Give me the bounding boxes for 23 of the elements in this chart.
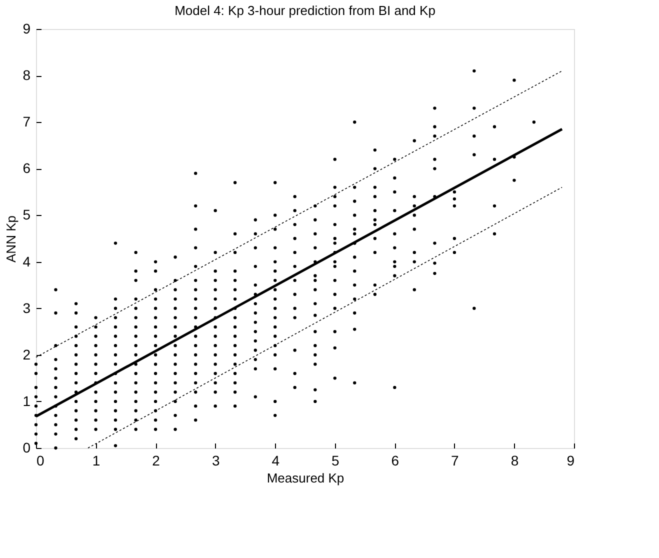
x-tick-label: 5 bbox=[331, 452, 340, 468]
y-tick-label: 0 bbox=[22, 440, 31, 456]
y-tick-label: 4 bbox=[22, 253, 31, 270]
x-tick-label: 0 bbox=[36, 452, 44, 468]
x-tick-label: 1 bbox=[92, 452, 100, 468]
x-tick-label: 8 bbox=[510, 452, 519, 468]
x-tick-label: 2 bbox=[152, 452, 160, 468]
chart-title: Model 4: Kp 3-hour prediction from BI and Kp bbox=[174, 3, 436, 18]
x-tick-label: 4 bbox=[272, 452, 280, 468]
y-tick-label: 5 bbox=[22, 206, 31, 223]
y-tick-label: 3 bbox=[22, 300, 31, 316]
x-tick-label: 6 bbox=[391, 452, 400, 468]
y-axis-title: ANN Kp bbox=[4, 216, 19, 262]
y-tick-label: 8 bbox=[22, 67, 31, 84]
y-tick-label: 6 bbox=[22, 160, 31, 176]
y-tick-label: 9 bbox=[22, 20, 31, 36]
y-tick-label: 2 bbox=[22, 346, 31, 362]
x-tick-label: 9 bbox=[566, 452, 575, 468]
y-tick-label: 7 bbox=[22, 114, 31, 130]
x-tick-label: 7 bbox=[451, 452, 460, 468]
y-tick-label: 1 bbox=[22, 392, 31, 409]
x-axis-title: Measured Kp bbox=[266, 470, 344, 486]
x-tick-label: 3 bbox=[212, 452, 220, 468]
